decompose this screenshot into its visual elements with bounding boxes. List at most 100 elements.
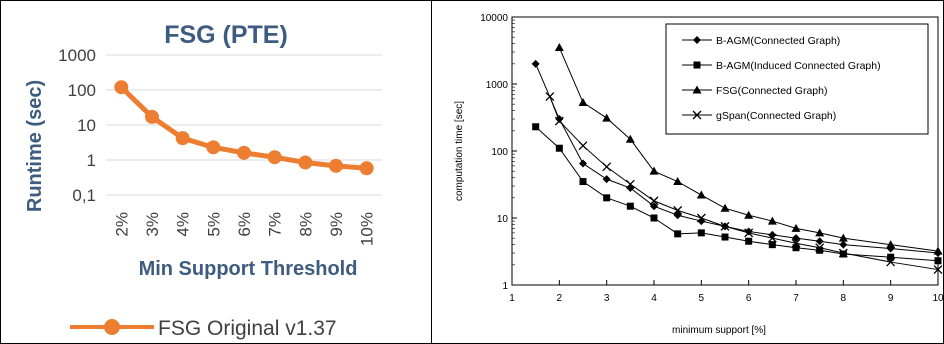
right-data-point [555, 144, 563, 152]
right-data-point [626, 184, 635, 193]
left-data-point [175, 131, 190, 146]
right-data-point [602, 113, 612, 122]
right-data-point [933, 246, 943, 255]
right-data-point [815, 237, 824, 246]
right-data-point [886, 240, 896, 249]
right-data-point [839, 240, 848, 249]
left-y-tick-label: 0,1 [72, 186, 96, 205]
right-data-point [838, 233, 848, 242]
left-x-axis-label: Min Support Threshold [139, 258, 358, 280]
right-data-point [602, 162, 612, 172]
right-y-tick-label: 100 [491, 147, 508, 158]
right-data-point [578, 141, 588, 151]
left-data-point [298, 155, 313, 170]
left-y-tick-label: 1000 [58, 46, 96, 65]
right-data-point [650, 214, 658, 222]
left-data-point [267, 150, 282, 165]
right-data-point [791, 223, 801, 232]
right-data-point [745, 237, 753, 245]
right-legend: B-AGM(Connected Graph) B-AGM(Induced Conn… [665, 23, 929, 135]
left-data-point [114, 80, 129, 95]
right-y-tick-label: 1000 [486, 80, 509, 91]
right-data-point [792, 234, 800, 243]
left-x-tick-label: 9% [327, 212, 346, 237]
left-legend: FSG Original v1.37 [70, 317, 337, 340]
right-data-point [934, 257, 942, 265]
right-legend-marker [693, 61, 701, 69]
right-data-point [554, 116, 564, 126]
left-x-tick-label: 7% [266, 212, 285, 237]
right-series-line [535, 63, 939, 254]
right-y-tick-label: 10000 [480, 13, 508, 24]
left-x-tick-label: 10% [358, 212, 377, 246]
right-x-axis-label: minimum support [%] [672, 325, 766, 336]
right-data-point [626, 202, 634, 210]
right-data-point [673, 205, 683, 215]
right-data-point [625, 134, 635, 143]
right-x-tick-label: 3 [604, 293, 610, 304]
right-data-point [649, 166, 659, 175]
legend-marker [104, 319, 120, 335]
right-data-point [720, 203, 730, 212]
right-data-point [767, 233, 777, 243]
right-data-point [744, 210, 754, 219]
left-y-tick-label: 1 [87, 151, 96, 170]
right-data-point [532, 123, 540, 131]
right-x-tick-label: 2 [557, 293, 563, 304]
right-data-point [578, 97, 588, 106]
right-legend-box [665, 23, 929, 135]
right-legend-label: B-AGM(Induced Connected Graph) [716, 60, 881, 72]
right-x-tick-label: 10 [932, 293, 944, 304]
left-x-tick-label: 4% [174, 212, 193, 237]
left-x-tick-label: 6% [235, 212, 254, 237]
right-x-tick-label: 7 [793, 293, 799, 304]
left-data-point [206, 140, 221, 155]
right-data-point [650, 202, 658, 211]
left-y-tick-label: 10 [77, 116, 96, 135]
right-x-tick-label: 9 [888, 293, 894, 304]
right-data-point [649, 196, 659, 206]
right-data-point [696, 213, 706, 223]
left-y-axis-label: Runtime (sec) [24, 80, 46, 212]
left-y-tick-label: 100 [68, 81, 96, 100]
right-data-point [886, 257, 896, 267]
right-data-point [767, 216, 777, 225]
right-data-point [625, 179, 635, 189]
legend-label: FSG Original v1.37 [158, 317, 337, 340]
right-data-point [697, 229, 705, 237]
right-data-point [696, 190, 706, 199]
right-data-point [673, 177, 683, 186]
left-x-tick-label: 8% [296, 212, 315, 237]
panel-divider [431, 0, 432, 344]
right-series-line [535, 126, 939, 262]
right-data-point [838, 248, 848, 258]
right-legend-marker [692, 85, 702, 94]
right-legend-label: B-AGM(Connected Graph) [716, 35, 840, 47]
right-data-point [933, 265, 943, 275]
right-data-point [603, 194, 611, 202]
right-data-point [554, 43, 564, 52]
left-data-point [237, 145, 251, 160]
right-data-point [602, 175, 611, 184]
right-legend-marker [693, 36, 701, 44]
right-x-tick-label: 5 [699, 293, 705, 304]
right-y-tick-label: 10 [497, 214, 509, 225]
left-chart: FSG (PTE) Runtime (sec) Min Support Thre… [24, 21, 382, 340]
right-legend-label: gSpan(Connected Graph) [716, 110, 836, 122]
right-legend-marker [692, 110, 702, 120]
left-x-tick-label: 2% [112, 212, 131, 237]
right-legend-label: FSG(Connected Graph) [716, 85, 827, 97]
left-data-point [329, 158, 343, 173]
right-data-point [674, 230, 682, 238]
right-data-point [744, 228, 754, 238]
right-data-point [531, 59, 540, 68]
right-data-point [579, 159, 587, 168]
right-x-tick-label: 4 [651, 293, 657, 304]
right-data-point [887, 253, 895, 261]
right-data-point [816, 246, 824, 254]
right-data-point [579, 178, 587, 186]
right-series-line [549, 96, 939, 271]
right-data-point [545, 92, 555, 101]
right-data-point [744, 227, 753, 236]
